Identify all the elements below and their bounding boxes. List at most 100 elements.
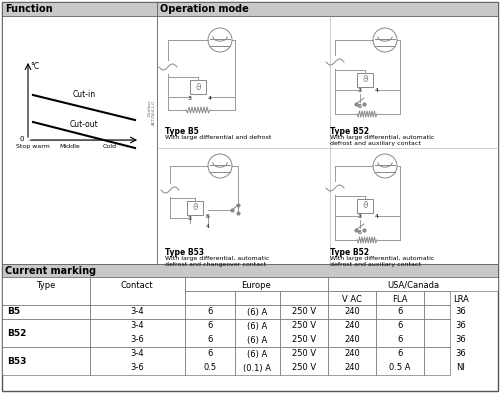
Text: 6: 6: [208, 307, 212, 316]
Text: 0.5 A: 0.5 A: [389, 364, 411, 373]
Text: With large differential, automatic
defrost and changeover contact: With large differential, automatic defro…: [165, 256, 270, 267]
Bar: [328, 305, 376, 319]
Bar: [2, 319, 90, 347]
Bar: [376, 347, 424, 375]
Text: Stop warm: Stop warm: [16, 144, 50, 149]
Text: 240: 240: [344, 364, 360, 373]
Text: Cut-out: Cut-out: [70, 120, 98, 129]
Bar: [424, 305, 450, 319]
Text: B5: B5: [7, 307, 20, 316]
Bar: [328, 277, 498, 291]
Text: (6) A: (6) A: [247, 321, 267, 331]
Text: 36: 36: [456, 336, 466, 345]
Text: 6: 6: [208, 336, 212, 345]
Text: 4: 4: [206, 224, 210, 228]
Bar: [90, 305, 185, 319]
Text: Cold: Cold: [103, 144, 117, 149]
Bar: [235, 347, 280, 375]
Text: ϑ: ϑ: [195, 83, 201, 92]
Text: With large differential and defrost: With large differential and defrost: [165, 135, 272, 140]
Text: 240: 240: [344, 307, 360, 316]
Text: Type B53: Type B53: [165, 248, 204, 257]
Bar: [235, 305, 280, 319]
Text: Function: Function: [5, 4, 52, 14]
Text: FLA: FLA: [392, 295, 408, 304]
Text: NI: NI: [456, 364, 466, 373]
Text: 3-6: 3-6: [130, 364, 144, 373]
Text: Type B5: Type B5: [165, 127, 199, 136]
Text: Danfoss
ACT/064-L.0: Danfoss ACT/064-L.0: [148, 100, 156, 125]
Bar: [2, 277, 90, 305]
Text: Europe: Europe: [241, 281, 271, 290]
Text: Middle: Middle: [60, 144, 80, 149]
Text: °C: °C: [30, 62, 39, 71]
Text: (6) A: (6) A: [247, 336, 267, 345]
Bar: [328, 291, 376, 305]
Bar: [424, 347, 450, 375]
Text: B52: B52: [7, 329, 26, 338]
Text: 250 V: 250 V: [292, 321, 316, 331]
Text: 0: 0: [20, 136, 24, 142]
Text: Operation mode: Operation mode: [160, 4, 249, 14]
Text: 3: 3: [188, 215, 192, 220]
Text: B53: B53: [7, 356, 26, 365]
Text: 36: 36: [456, 349, 466, 358]
Text: ϑ: ϑ: [192, 204, 198, 213]
Text: 250 V: 250 V: [292, 336, 316, 345]
Text: 250 V: 250 V: [292, 349, 316, 358]
Bar: [90, 319, 185, 347]
Bar: [185, 291, 235, 305]
Bar: [328, 319, 376, 347]
Bar: [90, 277, 185, 305]
Text: 36: 36: [456, 321, 466, 331]
Text: Contact: Contact: [120, 281, 154, 290]
Bar: [357, 199, 373, 213]
Bar: [235, 319, 280, 347]
Text: Type: Type: [36, 281, 56, 290]
Bar: [376, 319, 424, 347]
Bar: [190, 80, 206, 94]
Text: 240: 240: [344, 349, 360, 358]
Text: 6: 6: [398, 307, 402, 316]
Bar: [280, 291, 328, 305]
Text: 6: 6: [206, 213, 210, 219]
Bar: [157, 2, 498, 16]
Text: 240: 240: [344, 336, 360, 345]
Text: (6) A: (6) A: [247, 307, 267, 316]
Bar: [376, 305, 424, 319]
Text: 3: 3: [358, 213, 362, 219]
Bar: [2, 2, 157, 16]
Text: 6: 6: [398, 321, 402, 331]
Text: V AC: V AC: [342, 295, 362, 304]
Text: 6: 6: [398, 336, 402, 345]
Text: 3-4: 3-4: [130, 349, 144, 358]
Bar: [376, 291, 424, 305]
Text: LRA: LRA: [453, 295, 469, 304]
Text: 6: 6: [358, 103, 362, 108]
Text: With large differential, automatic
defrost and auxiliary contact: With large differential, automatic defro…: [330, 256, 434, 267]
Bar: [2, 264, 498, 277]
Text: 250 V: 250 V: [292, 364, 316, 373]
Text: 4: 4: [375, 88, 379, 92]
Bar: [2, 347, 90, 375]
Bar: [235, 291, 280, 305]
Text: ϑ: ϑ: [362, 202, 368, 211]
Bar: [280, 305, 328, 319]
Text: 3-4: 3-4: [130, 321, 144, 331]
Text: 3: 3: [188, 97, 192, 101]
Text: ϑ: ϑ: [362, 75, 368, 84]
Text: 3-4: 3-4: [130, 307, 144, 316]
Text: 3-6: 3-6: [130, 336, 144, 345]
Text: Current marking: Current marking: [5, 266, 96, 276]
Bar: [185, 305, 235, 319]
Text: Type B52: Type B52: [330, 127, 369, 136]
Text: Type B52: Type B52: [330, 248, 369, 257]
Bar: [280, 319, 328, 347]
Bar: [185, 277, 328, 291]
Bar: [90, 347, 185, 375]
Bar: [424, 291, 450, 305]
Bar: [157, 16, 498, 264]
Text: 6: 6: [398, 349, 402, 358]
Text: 6: 6: [358, 230, 362, 235]
Text: With large differential, automatic
defrost and auxiliary contact: With large differential, automatic defro…: [330, 135, 434, 146]
